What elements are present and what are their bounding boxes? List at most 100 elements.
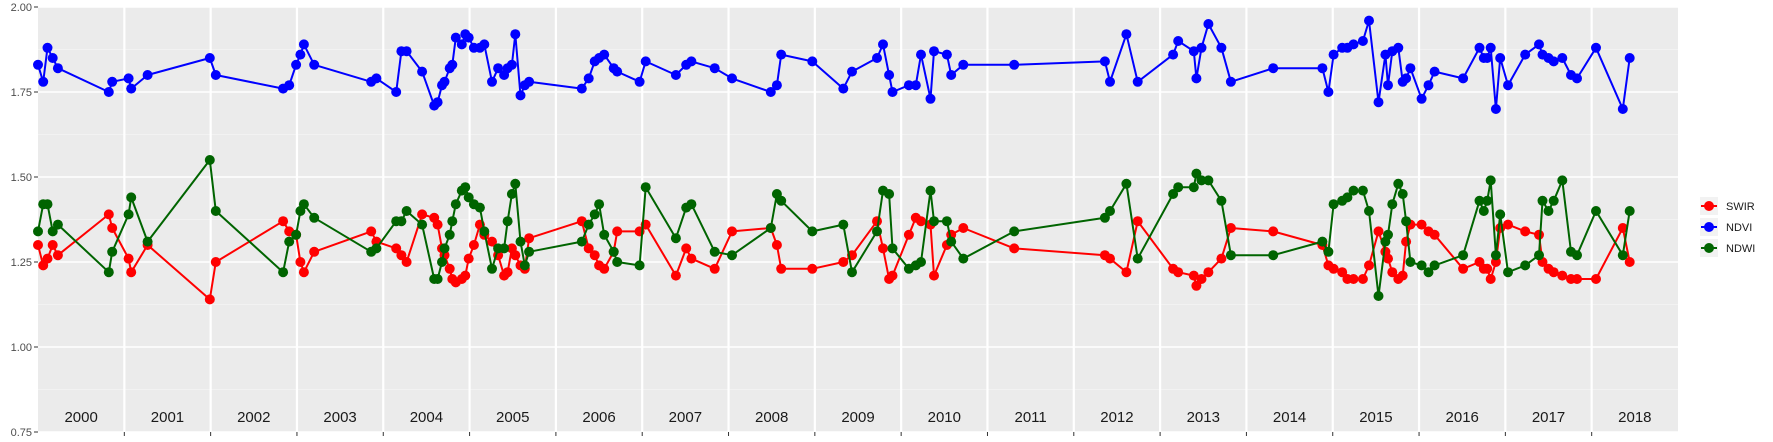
- data-point-ndwi: [1624, 206, 1635, 216]
- data-point-ndvi: [506, 59, 517, 70]
- data-point-ndwi: [1328, 199, 1339, 210]
- data-point-ndwi: [1323, 246, 1334, 257]
- data-point-ndwi: [142, 236, 153, 247]
- data-point-ndwi: [1534, 250, 1544, 261]
- data-point-swir: [444, 263, 455, 274]
- data-point-ndvi: [1188, 46, 1199, 57]
- data-point-ndwi: [1342, 192, 1353, 203]
- data-point-ndwi: [1474, 195, 1485, 206]
- data-point-ndwi: [1132, 253, 1143, 264]
- data-point-swir: [298, 267, 309, 278]
- legend-label: NDWI: [1726, 243, 1755, 255]
- data-point-ndvi: [941, 49, 952, 60]
- data-point-ndvi: [1495, 53, 1506, 63]
- data-point-ndwi: [576, 236, 587, 247]
- data-point-ndvi: [524, 76, 535, 87]
- data-point-swir: [1485, 274, 1496, 284]
- data-point-ndvi: [807, 56, 818, 67]
- data-point-ndvi: [929, 46, 939, 57]
- data-point-ndwi: [686, 199, 697, 210]
- data-point-ndwi: [1009, 226, 1020, 237]
- data-point-ndvi: [204, 53, 215, 63]
- data-point-ndwi: [502, 216, 513, 227]
- data-point-swir: [204, 294, 215, 305]
- data-point-ndvi: [838, 83, 849, 94]
- data-point-ndwi: [1387, 199, 1398, 210]
- data-point-ndwi: [1495, 209, 1506, 220]
- data-point-ndvi: [599, 49, 610, 60]
- year-label: 2013: [1187, 409, 1220, 426]
- data-point-swir: [1373, 226, 1384, 237]
- data-point-swir: [1191, 280, 1202, 291]
- data-point-ndwi: [1405, 257, 1416, 267]
- data-point-ndvi: [1482, 53, 1493, 63]
- data-point-ndvi: [1105, 76, 1115, 87]
- data-point-ndwi: [1429, 260, 1440, 271]
- data-point-ndwi: [640, 182, 651, 193]
- data-point-ndvi: [1624, 53, 1635, 63]
- data-point-ndwi: [506, 189, 517, 199]
- data-point-ndwi: [599, 229, 610, 240]
- y-axis: 0.75 1.00 1.25 1.50 1.75 2.00: [11, 2, 38, 439]
- data-point-ndwi: [1572, 250, 1582, 261]
- data-point-ndvi: [1383, 80, 1393, 91]
- data-point-ndvi: [1132, 76, 1143, 87]
- data-point-swir: [686, 253, 697, 264]
- data-point-ndwi: [1099, 212, 1110, 223]
- data-point-ndwi: [1216, 195, 1227, 206]
- data-point-ndvi: [1317, 63, 1328, 74]
- data-point-swir: [1548, 267, 1559, 278]
- data-point-ndvi: [510, 29, 521, 40]
- data-point-swir: [52, 250, 63, 261]
- data-point-swir: [1520, 226, 1531, 237]
- data-point-swir: [366, 226, 377, 237]
- data-point-ndwi: [727, 250, 737, 261]
- data-point-swir: [1328, 263, 1339, 274]
- data-point-ndvi: [33, 59, 43, 70]
- year-label: 2000: [64, 409, 97, 426]
- y-tick-label: 1.00: [11, 342, 32, 354]
- data-point-swir: [1348, 274, 1359, 284]
- data-point-ndwi: [1520, 260, 1531, 271]
- data-point-ndwi: [1173, 182, 1184, 193]
- data-point-swir: [1534, 229, 1544, 240]
- data-point-ndwi: [1458, 250, 1469, 261]
- year-label: 2009: [841, 409, 874, 426]
- data-point-ndvi: [1168, 49, 1179, 60]
- year-label: 2016: [1446, 409, 1479, 426]
- data-point-ndvi: [1485, 42, 1496, 53]
- data-point-ndwi: [1364, 206, 1374, 216]
- data-point-ndwi: [417, 219, 428, 230]
- data-point-swir: [1397, 270, 1408, 281]
- data-point-swir: [887, 270, 898, 281]
- data-point-swir: [1383, 253, 1393, 264]
- data-point-ndvi: [765, 87, 776, 97]
- data-point-swir: [47, 240, 58, 250]
- data-point-ndvi: [123, 73, 134, 84]
- data-point-ndwi: [1537, 195, 1548, 206]
- data-point-ndwi: [309, 212, 320, 223]
- data-point-ndvi: [1268, 63, 1279, 74]
- data-point-swir: [612, 226, 623, 237]
- data-point-ndwi: [499, 243, 510, 254]
- data-point-ndvi: [1474, 42, 1485, 53]
- data-point-ndvi: [210, 70, 221, 80]
- data-point-ndvi: [298, 39, 309, 50]
- data-point-ndvi: [456, 39, 467, 50]
- data-point-ndvi: [284, 80, 295, 91]
- data-point-swir: [460, 270, 471, 281]
- year-label: 2011: [1014, 409, 1046, 426]
- data-point-ndwi: [1105, 206, 1115, 216]
- data-point-ndwi: [1397, 189, 1408, 199]
- data-point-ndwi: [608, 246, 619, 257]
- data-point-ndvi: [878, 39, 888, 50]
- data-point-ndvi: [309, 59, 320, 70]
- data-point-ndvi: [1548, 56, 1559, 67]
- data-point-swir: [838, 257, 849, 267]
- data-point-swir: [670, 270, 681, 281]
- data-point-ndwi: [278, 267, 289, 278]
- data-point-swir: [771, 240, 782, 250]
- data-point-ndwi: [634, 260, 645, 271]
- data-point-ndwi: [1423, 267, 1434, 278]
- data-point-ndwi: [1121, 178, 1132, 189]
